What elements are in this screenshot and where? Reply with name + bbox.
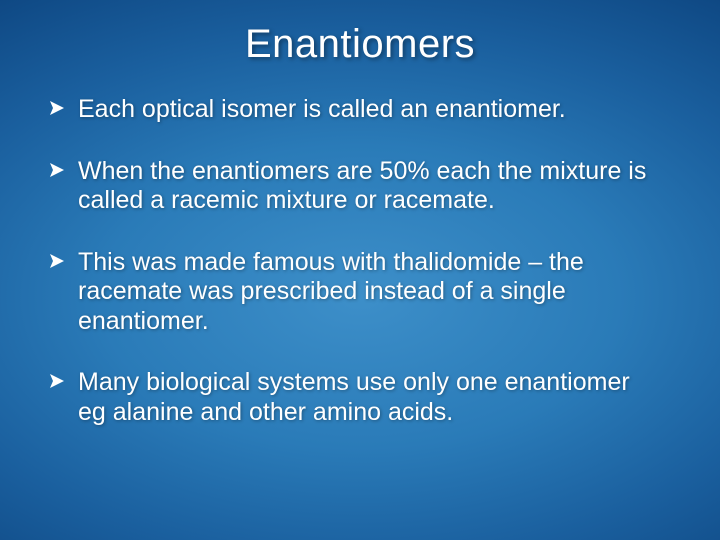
slide: Enantiomers Each optical isomer is calle… bbox=[0, 0, 720, 540]
bullet-text: Each optical isomer is called an enantio… bbox=[78, 95, 566, 125]
list-item: Many biological systems use only one ena… bbox=[50, 368, 660, 427]
list-item: This was made famous with thalidomide – … bbox=[50, 248, 660, 337]
slide-content: Each optical isomer is called an enantio… bbox=[0, 77, 720, 427]
slide-title: Enantiomers bbox=[0, 0, 720, 77]
bullet-arrow-icon bbox=[50, 254, 64, 268]
list-item: When the enantiomers are 50% each the mi… bbox=[50, 157, 660, 216]
bullet-text: Many biological systems use only one ena… bbox=[78, 368, 660, 427]
bullet-text: This was made famous with thalidomide – … bbox=[78, 248, 660, 337]
list-item: Each optical isomer is called an enantio… bbox=[50, 95, 660, 125]
bullet-arrow-icon bbox=[50, 163, 64, 177]
bullet-text: When the enantiomers are 50% each the mi… bbox=[78, 157, 660, 216]
bullet-arrow-icon bbox=[50, 101, 64, 115]
bullet-arrow-icon bbox=[50, 374, 64, 388]
